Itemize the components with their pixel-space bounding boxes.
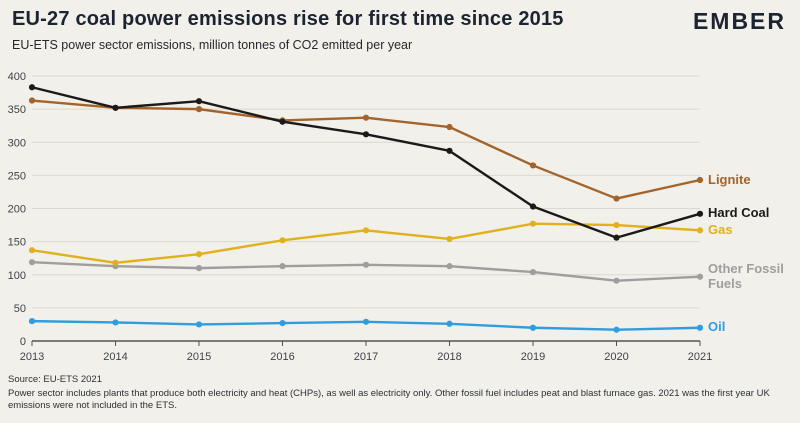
data-point-other-fossil-fuels <box>696 273 704 280</box>
data-point-gas <box>195 251 203 258</box>
series-label-other-fossil-fuels: Other Fossil Fuels <box>708 261 784 291</box>
data-point-other-fossil-fuels <box>446 263 453 270</box>
y-tick-label: 400 <box>8 71 26 83</box>
series-label-lignite: Lignite <box>708 172 751 187</box>
y-tick-label: 0 <box>20 336 26 348</box>
data-point-lignite <box>613 195 620 202</box>
data-point-oil <box>362 318 370 325</box>
data-point-lignite <box>529 162 537 169</box>
chart-subtitle: EU-ETS power sector emissions, million t… <box>12 38 413 52</box>
series-label-oil: Oil <box>708 319 726 334</box>
x-tick-label: 2014 <box>103 351 127 363</box>
data-point-hard-coal <box>613 234 620 241</box>
footnote: Power sector includes plants that produc… <box>8 388 770 412</box>
y-tick-label: 250 <box>8 170 26 182</box>
data-point-hard-coal <box>362 131 370 138</box>
x-tick-label: 2016 <box>270 351 294 363</box>
y-tick-label: 50 <box>14 303 26 315</box>
x-tick-label: 2015 <box>187 351 211 363</box>
data-point-other-fossil-fuels <box>613 277 620 284</box>
x-tick-label: 2018 <box>437 351 461 363</box>
data-point-oil <box>195 321 203 328</box>
data-point-gas <box>28 247 36 254</box>
data-point-oil <box>28 318 36 325</box>
line-chart: 0 50 100 150 200 250 300 350 400 2013 2014 2015 2016… <box>0 62 800 364</box>
x-tick-label: 2019 <box>521 351 545 363</box>
data-point-oil <box>613 326 620 333</box>
chart-canvas: 0 50 100 150 200 250 300 350 400 2013 2014 2015 2016… <box>8 71 713 363</box>
data-point-oil <box>446 320 453 327</box>
data-point-gas <box>362 227 370 234</box>
x-tick-label: 2021 <box>688 351 712 363</box>
series-line-hard-coal <box>30 86 702 239</box>
data-point-lignite <box>195 106 203 113</box>
x-tick-label: 2017 <box>354 351 378 363</box>
data-point-oil <box>529 324 537 331</box>
y-tick-label: 200 <box>8 204 26 216</box>
data-point-hard-coal <box>529 203 537 210</box>
page-title: EU-27 coal power emissions rise for firs… <box>12 8 564 30</box>
y-tick-label: 300 <box>8 137 26 149</box>
data-point-oil <box>696 324 704 331</box>
data-point-other-fossil-fuels <box>195 265 203 272</box>
data-point-gas <box>446 235 453 243</box>
data-point-lignite <box>446 123 453 131</box>
data-point-oil <box>112 319 119 326</box>
data-point-other-fossil-fuels <box>529 269 537 276</box>
data-point-gas <box>613 221 620 229</box>
data-point-hard-coal <box>279 118 286 125</box>
data-point-hard-coal <box>28 84 36 91</box>
data-point-lignite <box>28 97 36 104</box>
y-tick-label: 100 <box>8 270 26 282</box>
y-tick-label: 150 <box>8 237 26 249</box>
data-point-other-fossil-fuels <box>362 261 370 268</box>
x-tick-label: 2020 <box>604 351 628 363</box>
series-label-gas: Gas <box>708 222 733 237</box>
series-labels: Lignite Hard Coal Gas Other Fossil Fuels Oil <box>708 62 796 364</box>
data-point-hard-coal <box>112 104 119 111</box>
source-note: Source: EU-ETS 2021 <box>8 374 102 385</box>
data-point-gas <box>112 259 119 266</box>
data-point-lignite <box>362 114 370 121</box>
series-label-hard-coal: Hard Coal <box>708 205 770 220</box>
data-point-oil <box>279 320 286 327</box>
ember-logo: EMBER <box>692 8 786 34</box>
data-point-hard-coal <box>195 98 203 105</box>
x-tick-label: 2013 <box>20 351 44 363</box>
data-point-hard-coal <box>696 210 704 217</box>
data-point-gas <box>696 227 704 234</box>
data-point-other-fossil-fuels <box>279 263 286 270</box>
y-tick-label: 350 <box>8 104 26 116</box>
data-point-lignite <box>696 176 704 184</box>
data-point-gas <box>529 220 537 227</box>
data-point-hard-coal <box>446 147 453 154</box>
data-point-gas <box>279 237 286 244</box>
data-point-other-fossil-fuels <box>28 259 36 266</box>
